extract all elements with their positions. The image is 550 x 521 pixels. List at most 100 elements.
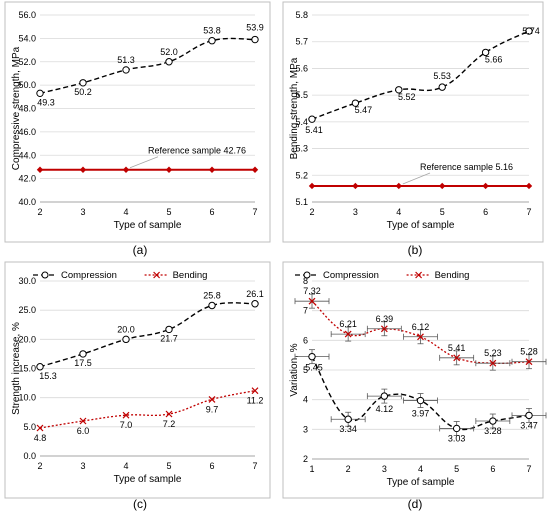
x-tick-label: 4	[396, 207, 401, 217]
data-point	[79, 79, 87, 87]
y-tick-label: 54.0	[18, 33, 36, 43]
annotation-text: Reference sample 5.16	[420, 162, 513, 172]
marker-stroke	[525, 358, 533, 366]
series-line-bending	[39, 390, 256, 429]
data-point	[416, 396, 425, 405]
data-point	[453, 354, 461, 362]
panel-frame	[282, 1, 544, 243]
data-label: 5.45	[305, 363, 323, 373]
data-point	[251, 166, 259, 173]
data-label: 53.8	[203, 26, 221, 36]
data-point	[525, 27, 533, 35]
data-point	[208, 37, 216, 45]
legend-label: Compression	[61, 270, 117, 281]
data-point	[525, 411, 533, 420]
y-tick-label: 50.0	[18, 80, 36, 90]
legend-item-compression: Compression	[295, 270, 379, 281]
marker-stroke	[165, 410, 173, 418]
data-point	[489, 417, 497, 425]
panel-label: (c)	[133, 497, 147, 511]
data-label: 11.2	[247, 396, 264, 406]
data-label: 3.97	[412, 409, 430, 419]
y-axis-title: Compressive strength, MPa	[11, 46, 22, 170]
legend-item-bending: Bending	[406, 270, 470, 281]
marker-stroke	[453, 354, 461, 362]
data-point	[482, 182, 489, 190]
data-point	[525, 182, 533, 190]
data-point	[525, 358, 533, 366]
data-label: 3.34	[339, 424, 357, 434]
data-label: 20.0	[117, 324, 135, 334]
y-tick-label: 20.0	[18, 334, 36, 344]
data-label: 52.0	[160, 47, 178, 57]
y-tick-label: 5.4	[295, 117, 308, 127]
chart-panel-b: 5.1 5.2 5.3 5.4 5.5 5.6 5.7 5.8 2 3 4 5 6 7 Type of sa…	[282, 1, 544, 257]
data-point	[439, 182, 446, 190]
x-tick-label: 5	[166, 207, 171, 217]
y-tick-label: 3	[303, 424, 308, 434]
x-tick-label: 7	[252, 461, 257, 471]
series-line-main	[39, 37, 256, 94]
data-label: 5.52	[398, 92, 416, 102]
data-point	[380, 325, 388, 333]
x-axis-title: Type of sample	[387, 220, 455, 231]
x-tick-label: 1	[309, 464, 314, 474]
data-point	[79, 417, 87, 425]
data-label: 15.3	[39, 371, 57, 381]
error-bar	[511, 407, 547, 423]
marker-stroke	[417, 333, 424, 341]
marker-stroke	[36, 424, 44, 432]
data-point	[395, 182, 402, 190]
data-label: 53.9	[246, 23, 264, 33]
panel-label: (d)	[408, 497, 423, 511]
y-tick-label: 46.0	[18, 127, 36, 137]
data-point	[352, 182, 359, 190]
y-tick-label: 5.8	[295, 10, 308, 20]
x-tick-label: 5	[454, 464, 459, 474]
y-tick-label: 10.0	[18, 393, 36, 403]
error-bar	[439, 350, 475, 366]
legend-marker	[153, 271, 161, 279]
data-point	[251, 300, 259, 308]
x-tick-label: 2	[346, 464, 351, 474]
legend-marker	[41, 271, 49, 279]
marker-stroke	[251, 387, 259, 395]
x-tick-label: 6	[490, 464, 495, 474]
legend-label: Compression	[323, 270, 379, 281]
y-tick-label: 5.3	[295, 144, 308, 154]
y-tick-label: 5.7	[295, 37, 308, 47]
data-point	[208, 166, 216, 173]
x-tick-label: 7	[526, 207, 531, 217]
data-label: 6.39	[376, 314, 394, 324]
legend-item-bending: Bending	[144, 270, 208, 281]
data-point	[344, 415, 352, 423]
data-label: 5.74	[522, 26, 540, 36]
x-tick-label: 6	[483, 207, 488, 217]
annotation-text: Reference sample 42.76	[148, 146, 246, 156]
data-label: 5.66	[485, 54, 503, 64]
data-point	[36, 166, 44, 173]
y-tick-label: 8	[303, 276, 308, 286]
data-label: 3.47	[520, 420, 538, 430]
legend-label: Bending	[173, 270, 208, 281]
data-point	[165, 58, 173, 66]
data-point	[308, 297, 316, 305]
x-tick-label: 4	[123, 207, 128, 217]
data-label: 17.5	[74, 358, 92, 368]
data-label: 5.28	[520, 347, 538, 357]
data-point	[251, 387, 259, 395]
x-tick-label: 7	[252, 207, 257, 217]
data-label: 51.3	[117, 55, 135, 65]
legend-label: Bending	[435, 270, 470, 281]
y-tick-label: 5.1	[295, 197, 308, 207]
annotation-leader	[129, 156, 159, 169]
data-point	[344, 330, 352, 338]
data-point	[452, 424, 461, 433]
series-line-compression	[39, 302, 256, 368]
data-point	[308, 182, 316, 190]
y-tick-label: 42.0	[18, 174, 36, 184]
x-tick-label: 4	[123, 461, 128, 471]
data-label: 21.7	[160, 333, 178, 343]
data-point	[308, 352, 316, 361]
